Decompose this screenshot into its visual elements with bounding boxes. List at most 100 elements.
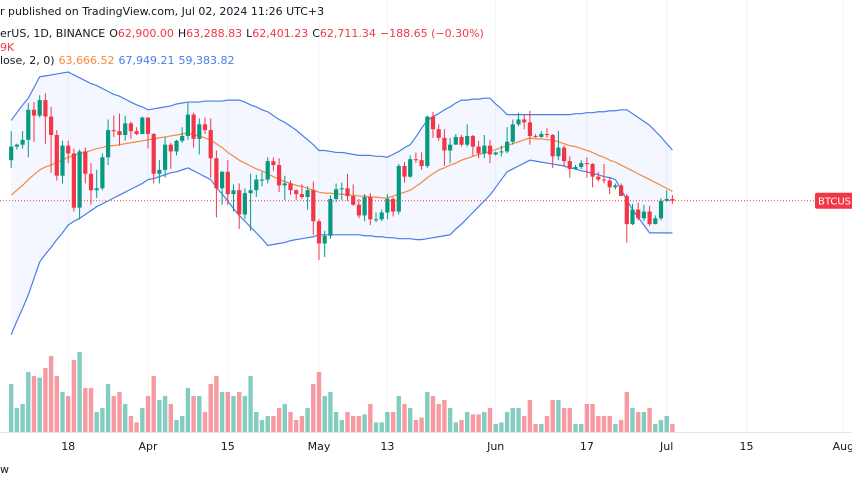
change: −188.65 (−0.30%) xyxy=(379,27,484,40)
volume-bar xyxy=(385,412,390,432)
volume-bar xyxy=(561,408,567,432)
x-tick-label: Aug xyxy=(833,440,852,453)
candle-body xyxy=(328,198,333,236)
volume-bar xyxy=(413,420,419,432)
candle-body xyxy=(624,196,629,225)
volume-bar xyxy=(145,396,151,432)
candle-body xyxy=(31,109,37,116)
ohlc-key: O xyxy=(109,27,118,40)
volume-bar xyxy=(567,408,572,432)
indicator-value: 59,383.82 xyxy=(178,54,235,67)
candle-body xyxy=(277,165,282,186)
candle-body xyxy=(636,209,641,219)
ohlc-value: 63,288.83 xyxy=(186,27,243,40)
volume-bar xyxy=(14,408,20,432)
volume-bar xyxy=(174,420,179,432)
volume-bar xyxy=(345,412,350,432)
ohlc-key: L xyxy=(246,27,253,40)
volume-value: 9K xyxy=(0,41,15,54)
candle-body xyxy=(339,188,344,190)
volume-bar xyxy=(573,424,578,432)
volume-bar xyxy=(242,396,248,432)
volume-bar xyxy=(9,384,14,432)
candle-body xyxy=(630,209,635,225)
ohlc-value: 62,401.23 xyxy=(252,27,309,40)
candle-body xyxy=(539,134,544,137)
volume-bar xyxy=(618,420,624,432)
volume-bar xyxy=(88,388,94,432)
volume-bar xyxy=(402,404,407,432)
volume-bar xyxy=(487,408,493,432)
volume-bar xyxy=(157,400,162,432)
volume-bar xyxy=(459,420,464,432)
candle-body xyxy=(550,134,555,157)
candle-body xyxy=(527,122,532,136)
volume-bar xyxy=(476,414,481,432)
volume-bar xyxy=(316,372,322,432)
ohlc-value: 62,900.00 xyxy=(117,27,174,40)
volume-bar xyxy=(231,396,236,432)
volume-bar xyxy=(311,384,316,432)
candle-body xyxy=(60,145,65,176)
volume-bar xyxy=(37,377,42,432)
volume-bar xyxy=(180,416,185,432)
volume-bar xyxy=(641,412,647,432)
candle-body xyxy=(556,147,561,157)
volume-bar xyxy=(590,404,595,432)
volume-bar xyxy=(442,400,447,432)
candle-body xyxy=(368,197,373,220)
volume-bar xyxy=(436,404,441,432)
volume-bar xyxy=(43,368,48,432)
candle-body xyxy=(265,161,270,180)
candle-body xyxy=(180,135,185,141)
volume-bar xyxy=(390,412,396,432)
candle-body xyxy=(448,144,453,151)
candle-body xyxy=(305,190,310,198)
candle-body xyxy=(658,200,664,219)
candle-body xyxy=(237,190,242,215)
candle-body xyxy=(282,183,287,186)
candle-body xyxy=(20,139,25,145)
volume-bar xyxy=(527,400,533,432)
candle-body xyxy=(202,124,208,131)
candle-body xyxy=(259,179,265,181)
x-tick-label: 15 xyxy=(740,440,754,453)
volume-bar xyxy=(128,416,134,432)
candle-body xyxy=(408,159,413,177)
volume-bar xyxy=(373,422,379,432)
candle-body xyxy=(436,129,441,138)
candle-body xyxy=(562,147,567,162)
candle-body xyxy=(106,130,111,158)
candle-body xyxy=(505,141,510,152)
candle-body xyxy=(111,130,116,132)
candle-body xyxy=(100,157,105,189)
indicator-value: 67,949.21 xyxy=(118,54,175,67)
candle-body xyxy=(430,116,436,130)
volume-bar xyxy=(470,414,476,432)
volume-bar xyxy=(225,392,230,432)
volume-bar xyxy=(100,408,105,432)
candle-body xyxy=(49,116,54,135)
candle-body xyxy=(208,130,213,159)
volume-bar xyxy=(151,376,156,432)
candle-body xyxy=(664,198,669,201)
x-tick-label: May xyxy=(308,440,331,453)
volume-bar xyxy=(134,422,139,432)
candle-body xyxy=(123,123,128,135)
volume-bar xyxy=(624,392,629,432)
last-price-box xyxy=(815,192,852,209)
candle-body xyxy=(77,151,82,208)
x-tick-label: 13 xyxy=(380,440,394,453)
candle-body xyxy=(584,163,589,165)
ohlc-key: H xyxy=(177,27,187,40)
ohlc-item: H63,288.83 xyxy=(178,27,242,40)
volume-bar xyxy=(117,392,122,432)
candle-body xyxy=(254,179,259,191)
candle-body xyxy=(453,136,458,145)
band-line xyxy=(10,159,673,335)
volume-bar xyxy=(351,416,356,432)
volume-bar xyxy=(162,396,168,432)
candle-body xyxy=(168,144,173,152)
candle-body xyxy=(191,114,196,139)
